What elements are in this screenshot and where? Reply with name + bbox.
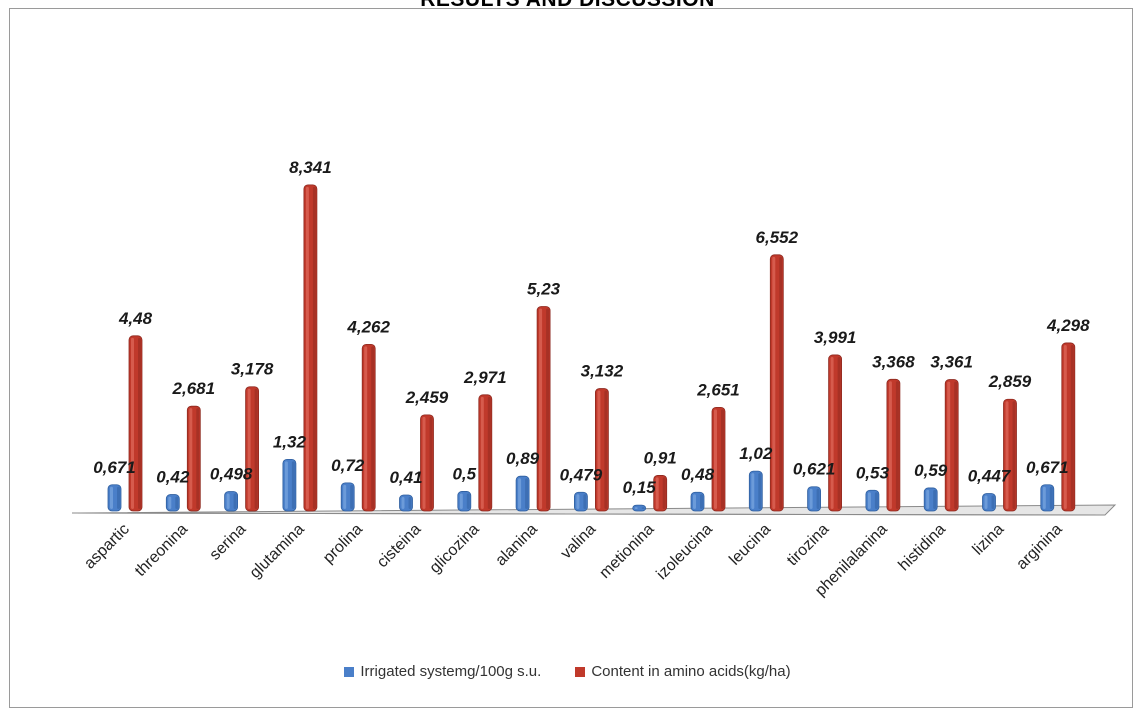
value-label-content-alanina: 5,23 <box>527 280 561 299</box>
tick-label-glicozina: glicozina <box>427 521 483 577</box>
tick-label-tirozina: tirozina <box>784 521 833 570</box>
value-label-irrigated-tirozina: 0,621 <box>793 460 836 479</box>
bar-irrigated-valina <box>574 491 588 512</box>
tick-label-leucina: leucina <box>726 521 774 569</box>
bar-irrigated-cisteina <box>399 494 413 512</box>
value-label-irrigated-izoleucina: 0,48 <box>681 465 715 484</box>
tick-label-glutamina: glutamina <box>247 521 308 582</box>
value-label-irrigated-lizina: 0,447 <box>968 467 1012 486</box>
bar-content-glicozina <box>478 394 493 512</box>
value-label-content-phenilalanina: 3,368 <box>872 352 915 371</box>
bar-content-phenilalanina <box>886 378 901 512</box>
tick-label-histidina: histidina <box>895 521 949 575</box>
bar-content-izoleucina <box>711 406 726 512</box>
value-label-irrigated-cisteina: 0,41 <box>389 468 422 487</box>
value-label-irrigated-threonina: 0,42 <box>156 468 190 487</box>
value-label-irrigated-prolina: 0,72 <box>331 456 365 475</box>
value-label-irrigated-leucina: 1,02 <box>739 444 773 463</box>
bar-irrigated-metionina <box>632 504 647 512</box>
bar-irrigated-tirozina <box>807 486 821 512</box>
value-label-content-prolina: 4,262 <box>346 317 390 336</box>
bar-content-histidina <box>944 379 959 512</box>
bar-content-valina <box>595 388 609 512</box>
value-labels-group: 0,671 4,48 0,42 2,681 0,498 3,178 1,32 8,341 0,7… <box>93 158 1090 497</box>
bar-irrigated-izoleucina <box>690 491 705 512</box>
bar-content-tirozina <box>828 354 842 512</box>
bar-content-cisteina <box>420 414 434 512</box>
bar-content-threonina <box>186 405 201 512</box>
value-label-content-threonina: 2,681 <box>172 379 216 398</box>
value-label-content-metionina: 0,91 <box>644 448 677 467</box>
value-label-content-leucina: 6,552 <box>756 228 799 247</box>
bar-irrigated-arginina <box>1040 484 1055 512</box>
bar-content-serina <box>245 386 260 512</box>
bar-content-leucina <box>769 254 784 512</box>
legend-item-content: Content in amino acids(kg/ha) <box>575 663 791 680</box>
tick-label-prolina: prolina <box>320 521 366 567</box>
bar-irrigated-phenilalanina <box>865 489 880 512</box>
value-label-content-serina: 3,178 <box>231 360 274 379</box>
value-label-content-lizina: 2,859 <box>988 372 1032 391</box>
value-label-irrigated-aspartic: 0,671 <box>93 458 136 477</box>
tick-label-lizina: lizina <box>970 521 1008 559</box>
bar-content-aspartic <box>128 335 143 512</box>
bar-content-prolina <box>361 343 376 512</box>
value-label-content-glutamina: 8,341 <box>289 158 332 177</box>
value-label-content-izoleucina: 2,651 <box>696 380 740 399</box>
bars-group <box>107 184 1076 512</box>
tick-label-metionina: metionina <box>596 521 657 582</box>
bar-irrigated-leucina <box>748 470 763 512</box>
bar-irrigated-alanina <box>515 475 530 512</box>
bar-content-alanina <box>536 306 551 512</box>
bar-content-glutamina <box>303 184 318 512</box>
tick-label-aspartic: aspartic <box>81 521 133 573</box>
x-axis-line <box>71 512 1106 516</box>
value-label-irrigated-arginina: 0,671 <box>1026 458 1069 477</box>
bar-irrigated-threonina <box>165 494 180 512</box>
value-label-content-histidina: 3,361 <box>930 353 973 372</box>
legend-label-content: Content in amino acids(kg/ha) <box>591 663 791 680</box>
legend: Irrigated systemg/100g s.u. Content in a… <box>0 663 1135 680</box>
value-label-irrigated-glutamina: 1,32 <box>273 432 307 451</box>
value-label-content-cisteina: 2,459 <box>405 388 449 407</box>
legend-swatch-red <box>575 666 586 677</box>
bar-irrigated-glutamina <box>282 458 297 512</box>
tick-label-alanina: alanina <box>492 521 541 570</box>
legend-swatch-blue <box>344 666 355 677</box>
bar-irrigated-prolina <box>340 482 355 512</box>
value-label-content-glicozina: 2,971 <box>463 368 507 387</box>
legend-item-irrigated: Irrigated systemg/100g s.u. <box>344 663 541 680</box>
bar-irrigated-histidina <box>923 487 938 512</box>
tick-label-cisteina: cisteina <box>374 521 424 571</box>
tick-label-valina: valina <box>558 521 600 563</box>
tick-label-izoleucina: izoleucina <box>653 521 715 583</box>
tick-label-threonina: threonina <box>132 521 191 580</box>
legend-label-irrigated: Irrigated systemg/100g s.u. <box>360 663 542 680</box>
bar-content-metionina <box>653 475 668 512</box>
bar-irrigated-aspartic <box>107 484 122 512</box>
value-label-content-valina: 3,132 <box>581 362 624 381</box>
bar-irrigated-serina <box>224 491 239 512</box>
tick-label-arginina: arginina <box>1013 521 1065 573</box>
value-label-irrigated-alanina: 0,89 <box>506 449 540 468</box>
value-label-content-tirozina: 3,991 <box>814 328 857 347</box>
value-label-irrigated-metionina: 0,15 <box>623 478 657 497</box>
value-label-irrigated-glicozina: 0,5 <box>452 464 476 483</box>
bar-content-lizina <box>1003 398 1017 512</box>
value-label-irrigated-histidina: 0,59 <box>914 461 948 480</box>
bar-content-arginina <box>1061 342 1076 512</box>
value-label-irrigated-serina: 0,498 <box>210 465 253 484</box>
value-label-content-aspartic: 4,48 <box>118 309 153 328</box>
chart-frame <box>9 8 1133 708</box>
page-heading: RESULTS AND DISCUSSION <box>0 0 1135 12</box>
value-label-irrigated-phenilalanina: 0,53 <box>856 463 890 482</box>
tick-label-serina: serina <box>207 521 250 564</box>
bar-irrigated-lizina <box>982 493 996 512</box>
value-label-irrigated-valina: 0,479 <box>560 465 603 484</box>
value-label-content-arginina: 4,298 <box>1046 316 1090 335</box>
bar-irrigated-glicozina <box>457 491 472 512</box>
